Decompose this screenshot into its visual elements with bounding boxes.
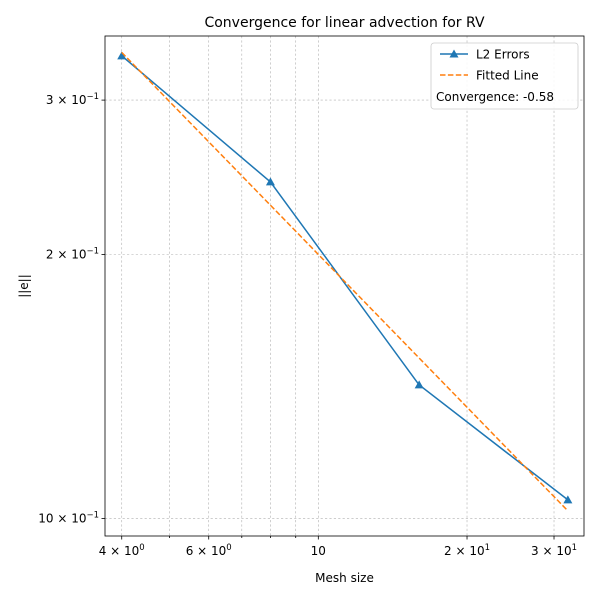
- x-axis-label: Mesh size: [315, 571, 374, 585]
- data-point-marker: [563, 495, 573, 504]
- grid-layer: [105, 36, 584, 536]
- x-tick-label: 10: [311, 544, 326, 558]
- legend-box: [430, 42, 579, 110]
- series-line-l2-errors: [121, 55, 569, 501]
- data-point-marker: [414, 380, 424, 389]
- legend: L2 Errors Fitted Line Convergence: -0.58: [430, 42, 579, 110]
- legend-label-fitted-line: Fitted Line: [476, 69, 539, 83]
- tick-layer: 4 × 100 6 × 100 10 2 × 101 3 × 101 10 × 10−1 2…: [38, 92, 577, 558]
- plot-frame: [104, 35, 585, 537]
- legend-label-l2-errors: L2 Errors: [476, 48, 530, 62]
- data-point-marker: [265, 177, 275, 186]
- y-tick-label: 2 × 10−1: [46, 247, 99, 262]
- x-tick-label: 3 × 101: [531, 543, 577, 558]
- series-layer: [117, 51, 573, 512]
- y-axis-label: ||e||: [17, 274, 31, 298]
- legend-marker-l2-errors: [449, 49, 459, 58]
- series-line-fitted-line: [121, 51, 569, 512]
- x-tick-label: 2 × 101: [444, 543, 490, 558]
- chart-title: Convergence for linear advection for RV: [204, 15, 484, 31]
- x-tick-label: 4 × 100: [99, 543, 145, 558]
- convergence-annotation: Convergence: -0.58: [436, 90, 554, 104]
- y-tick-label: 10 × 10−1: [38, 510, 99, 525]
- x-tick-label: 6 × 100: [186, 543, 232, 558]
- data-point-marker: [117, 51, 127, 60]
- y-tick-label: 3 × 10−1: [46, 92, 99, 107]
